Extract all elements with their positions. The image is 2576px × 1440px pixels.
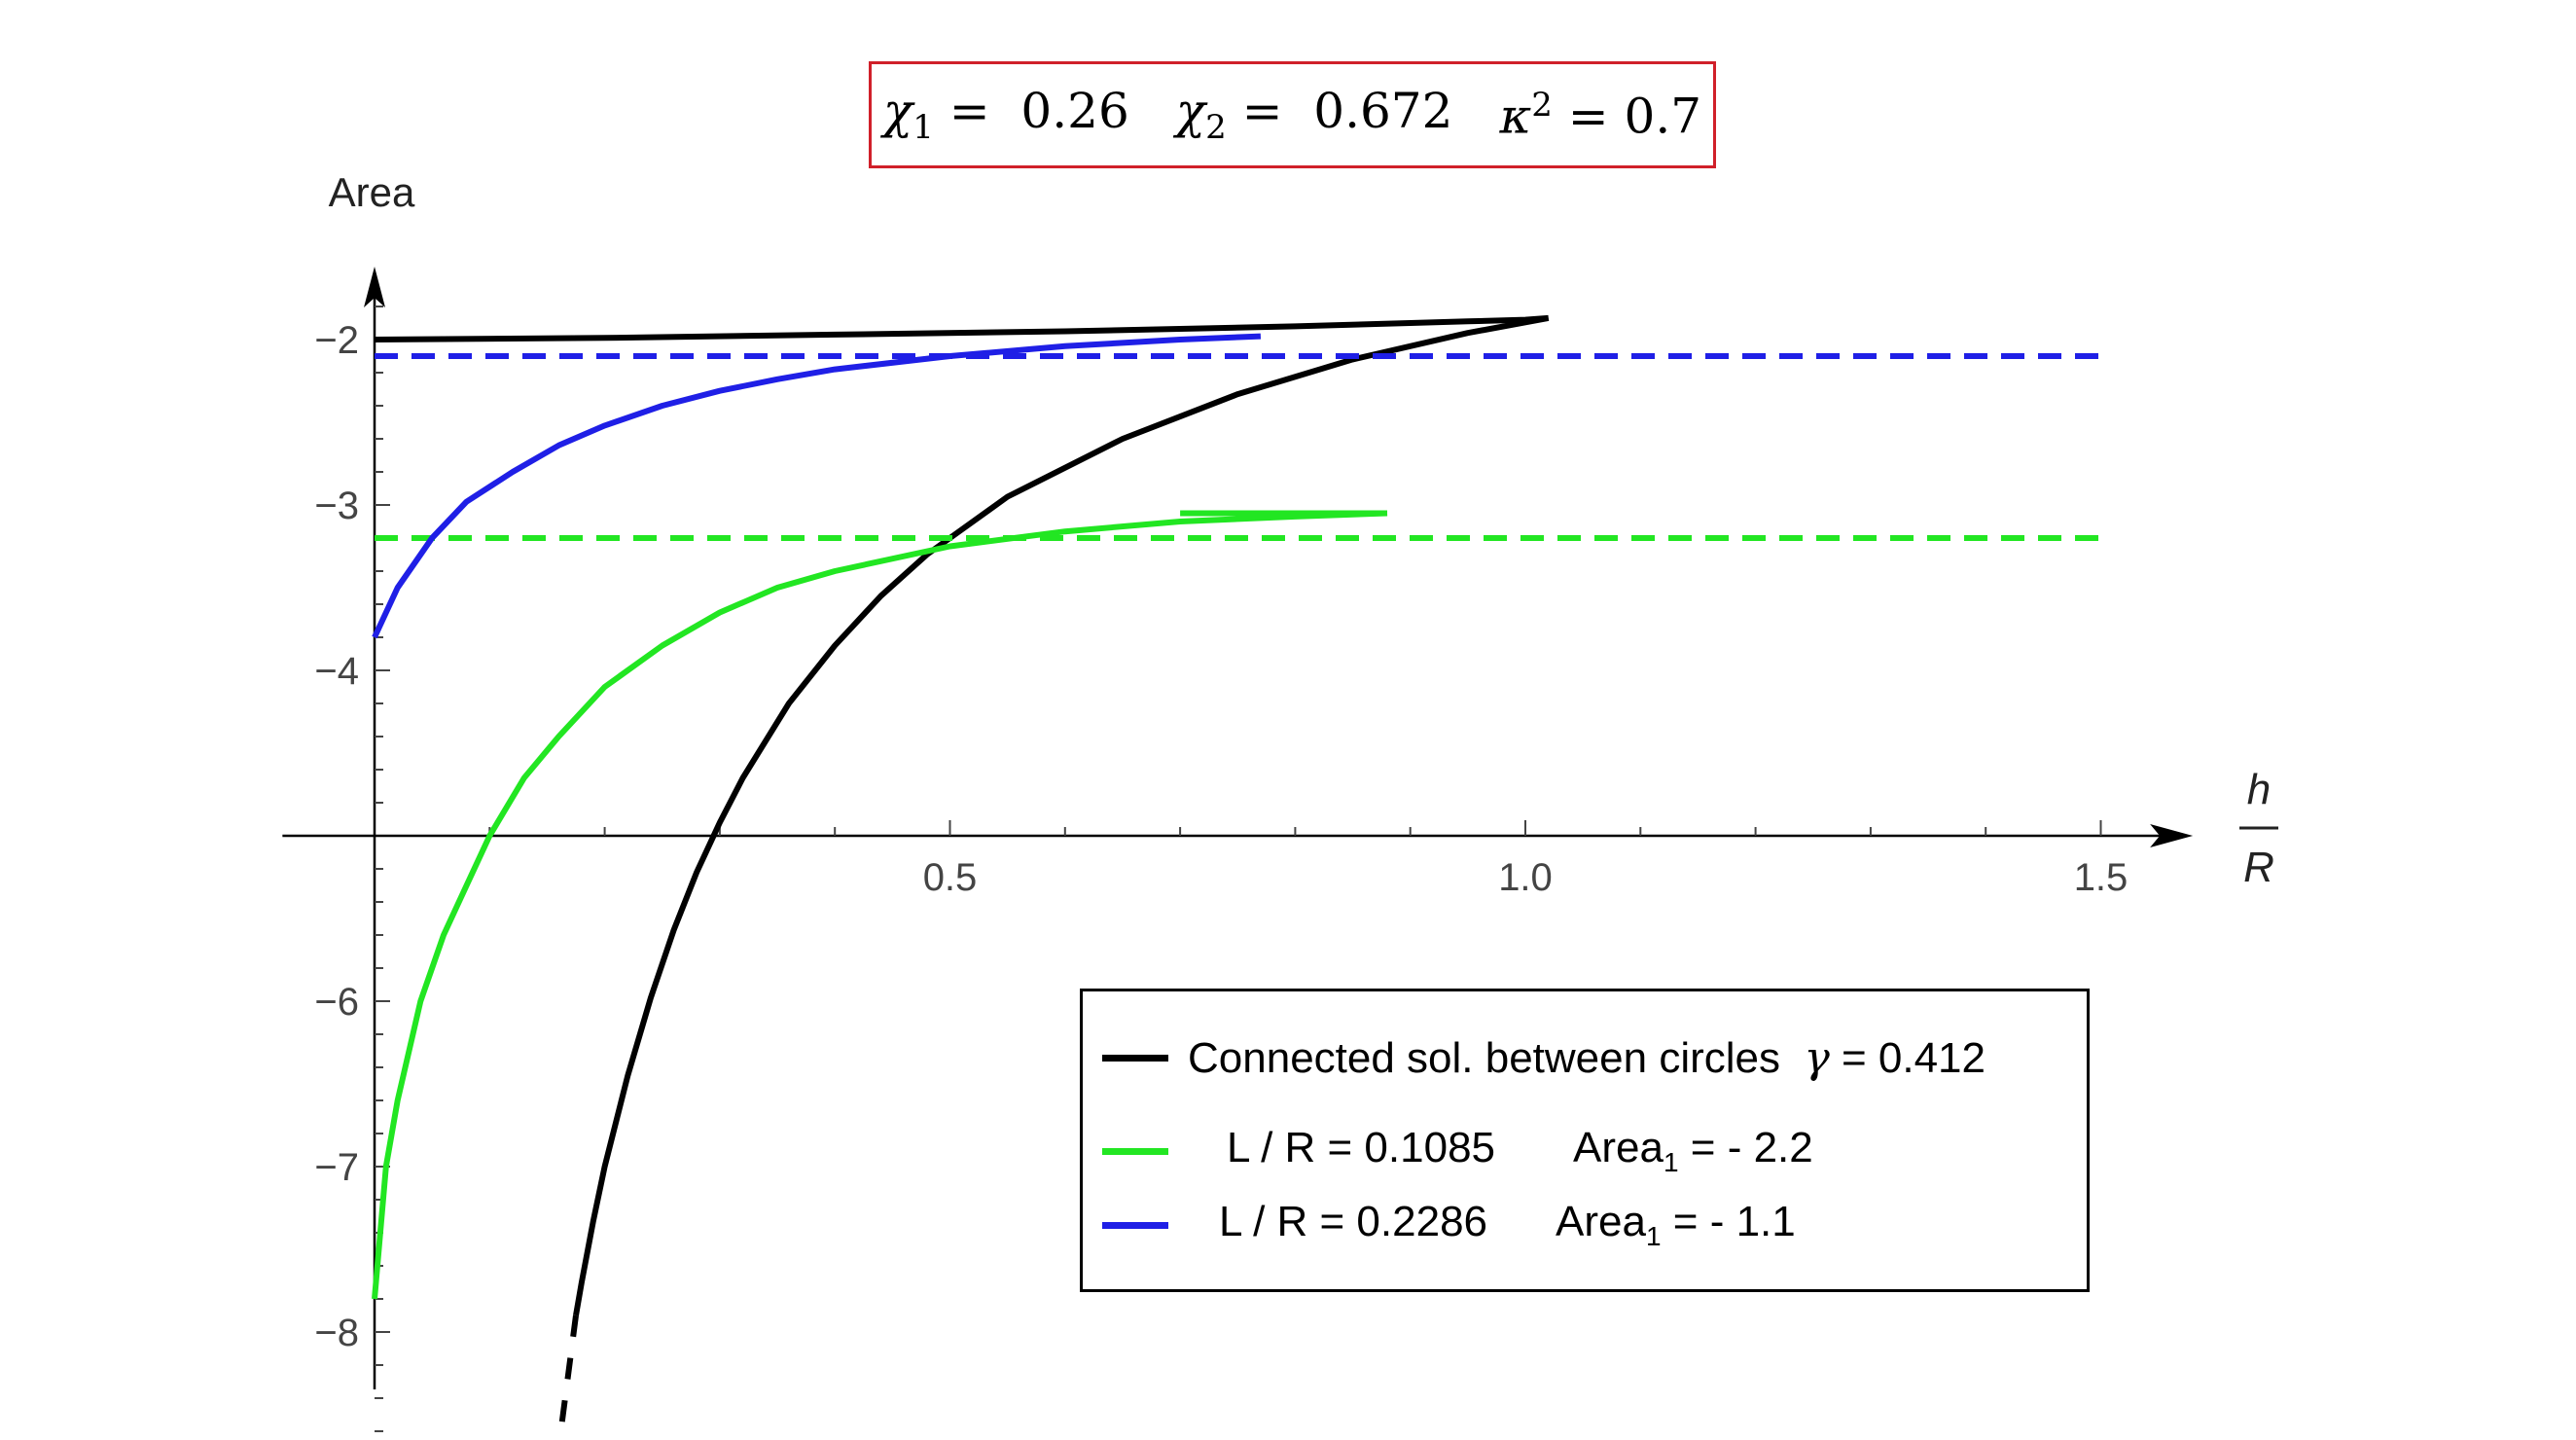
legend-item-black: Connected sol. between circles γ = 0.412 bbox=[1083, 1028, 1986, 1087]
legend-black-text: Connected sol. between circles bbox=[1188, 1033, 1805, 1082]
chi1-value: = 0.26 bbox=[933, 83, 1129, 139]
chi1-subscript: 1 bbox=[912, 108, 934, 147]
legend-blue-area-sub: 1 bbox=[1645, 1220, 1662, 1251]
kappa-param: κ2 = 0.7 bbox=[1499, 86, 1701, 145]
chi1-param: χ1 = 0.26 bbox=[883, 83, 1129, 147]
chi2-symbol: χ bbox=[1175, 83, 1206, 139]
legend-green-area-value: = - 2.2 bbox=[1678, 1124, 1813, 1172]
series-line-0 bbox=[374, 314, 1549, 342]
y-tick-label: −6 bbox=[314, 981, 359, 1024]
series-line-2 bbox=[556, 1314, 579, 1440]
legend-label-black: Connected sol. between circles γ = 0.412 bbox=[1188, 1033, 1986, 1083]
legend-swatch-green bbox=[1102, 1147, 1168, 1155]
kappa-value: = 0.7 bbox=[1552, 88, 1702, 145]
y-tick-label: −7 bbox=[314, 1146, 359, 1189]
chi2-subscript: 2 bbox=[1205, 108, 1227, 147]
x-tick-label: 1.0 bbox=[1498, 856, 1553, 899]
y-axis-arrow bbox=[364, 267, 385, 307]
chi2-value: = 0.672 bbox=[1226, 83, 1453, 139]
parameter-box: χ1 = 0.26 χ2 = 0.672 κ2 = 0.7 bbox=[869, 61, 1716, 168]
legend-black-value: = 0.412 bbox=[1829, 1033, 1986, 1082]
chart-legend: Connected sol. between circles γ = 0.412… bbox=[1080, 989, 2090, 1292]
kappa-superscript: 2 bbox=[1531, 85, 1553, 125]
x-tick-label: 1.5 bbox=[2074, 856, 2129, 899]
legend-blue-area: Area bbox=[1556, 1198, 1646, 1246]
axes-layer bbox=[282, 267, 2194, 1432]
series-line-3 bbox=[372, 510, 1388, 1300]
y-tick-label: −3 bbox=[314, 485, 359, 527]
legend-blue-area-value: = - 1.1 bbox=[1661, 1198, 1796, 1246]
series-line-1 bbox=[573, 314, 1550, 1316]
legend-swatch-black bbox=[1102, 1054, 1168, 1062]
legend-green-area: Area bbox=[1573, 1124, 1664, 1172]
legend-item-blue: L / R = 0.2286 Area1 = - 1.1 bbox=[1083, 1196, 1796, 1254]
legend-label-blue: L / R = 0.2286 Area1 = - 1.1 bbox=[1219, 1198, 1796, 1252]
x-axis-label-denominator: R bbox=[2243, 844, 2274, 891]
x-tick-label: 0.5 bbox=[923, 856, 978, 899]
y-tick-label: −2 bbox=[314, 319, 359, 362]
y-tick-label: −4 bbox=[314, 650, 359, 693]
x-axis-label-numerator: h bbox=[2247, 766, 2271, 813]
series-layer bbox=[372, 314, 2101, 1440]
y-axis-label: Area bbox=[329, 169, 415, 215]
legend-label-green: L / R = 0.1085 Area1 = - 2.2 bbox=[1227, 1124, 1813, 1178]
labels-layer: 0.5 1.0 1.5 −2 −3 −4 −6 −7 −8 Area hR bbox=[314, 169, 2278, 1354]
legend-black-gamma: γ bbox=[1804, 1032, 1830, 1083]
chi2-param: χ2 = 0.672 bbox=[1176, 83, 1453, 147]
legend-item-green: L / R = 0.1085 Area1 = - 2.2 bbox=[1083, 1122, 1813, 1180]
legend-swatch-blue bbox=[1102, 1221, 1168, 1229]
kappa-symbol: κ bbox=[1499, 88, 1532, 145]
x-axis-arrow bbox=[2150, 824, 2194, 847]
chi1-symbol: χ bbox=[882, 83, 913, 139]
series-line-6 bbox=[372, 333, 1262, 639]
y-tick-label: −8 bbox=[314, 1312, 359, 1354]
legend-green-area-sub: 1 bbox=[1663, 1146, 1679, 1177]
legend-green-lr: L / R = 0.1085 bbox=[1227, 1124, 1496, 1172]
legend-blue-lr: L / R = 0.2286 bbox=[1219, 1198, 1488, 1246]
